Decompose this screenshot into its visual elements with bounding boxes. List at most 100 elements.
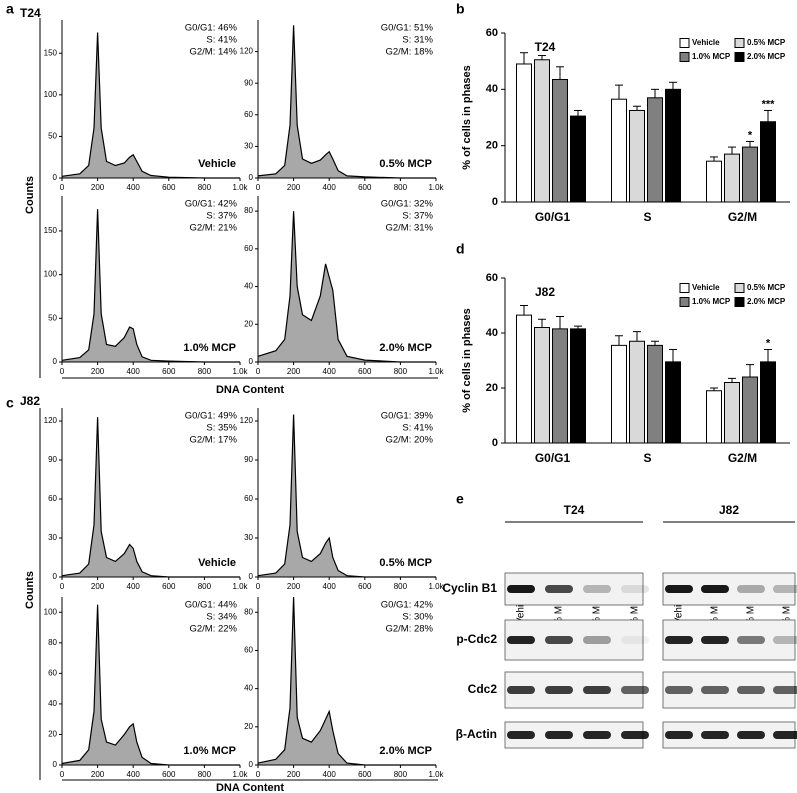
x-tick-label: 200 (91, 770, 105, 779)
condition-label: 0.5% MCP (379, 557, 432, 569)
x-tick-label: 1.0k (428, 183, 444, 192)
row-label: p-Cdc2 (456, 632, 497, 646)
y-tick-label: 60 (244, 244, 253, 253)
bar (552, 78, 568, 203)
x-tick-label: 800 (198, 770, 212, 779)
x-tick-label: 0 (256, 582, 261, 591)
legend-swatch (679, 38, 690, 48)
x-tick-label: 1.0k (232, 582, 248, 591)
x-tick-label: 1.0k (428, 582, 444, 591)
blot-band (583, 636, 611, 644)
x-tick-label: 200 (91, 582, 105, 591)
blot-band (583, 731, 611, 739)
x-tick-label: 800 (198, 582, 212, 591)
legend-swatch (734, 297, 745, 307)
x-tick-label: 600 (358, 367, 372, 376)
x-tick-label: G2/M (728, 451, 757, 465)
x-axis-label: DNA Content (216, 384, 284, 396)
y-axis-label: % of cells in phases (461, 308, 473, 413)
x-tick-label: 600 (162, 183, 176, 192)
x-tick-label: 200 (91, 367, 105, 376)
y-tick-label: 0 (53, 173, 58, 182)
x-tick-label: 600 (358, 582, 372, 591)
phase-annotation: S: 34% (206, 612, 237, 623)
y-tick-label: 30 (244, 533, 253, 542)
blot-band (507, 731, 535, 739)
blot-band (621, 686, 649, 694)
x-tick-label: 0 (60, 582, 65, 591)
phase-annotation: S: 37% (206, 211, 237, 222)
lane-label: 2.0% MCP (782, 592, 793, 640)
panel-label: a (6, 1, 14, 17)
histogram-curve (61, 604, 240, 766)
group-title: T24 (20, 6, 41, 20)
blot-band (701, 585, 729, 593)
bar (570, 115, 586, 203)
x-tick-label: 1.0k (232, 183, 248, 192)
phase-annotation: S: 35% (206, 423, 237, 434)
phase-annotation: G2/M: 18% (385, 47, 433, 58)
row-label: β-Actin (456, 727, 497, 741)
bar (760, 121, 776, 203)
y-tick-label: 60 (244, 494, 253, 503)
x-tick-label: S (643, 451, 651, 465)
legend-label: 0.5% MCP (747, 283, 786, 292)
x-tick-label: 0 (60, 183, 65, 192)
y-tick-label: 100 (44, 607, 58, 616)
lane-label: 0.5% MCP (554, 592, 565, 640)
legend-swatch (734, 52, 745, 62)
histogram-curve (61, 209, 240, 363)
blot-band (665, 636, 693, 644)
legend-label: 1.0% MCP (692, 297, 731, 306)
x-tick-label: 1.0k (428, 367, 444, 376)
y-tick-label: 80 (244, 206, 253, 215)
blot-band (737, 636, 765, 644)
y-tick-label: 60 (486, 27, 498, 39)
y-tick-label: 80 (48, 638, 57, 647)
y-tick-label: 20 (486, 140, 498, 152)
x-tick-label: G2/M (728, 210, 757, 224)
row-label: Cdc2 (468, 682, 498, 696)
phase-annotation: S: 30% (402, 612, 433, 623)
area-fill (258, 414, 436, 577)
y-tick-label: 100 (44, 90, 58, 99)
legend-swatch (679, 283, 690, 293)
lane-label: Vehicle (674, 592, 685, 625)
bar (534, 59, 550, 203)
blot-band (507, 686, 535, 694)
phase-annotation: G0/G1: 39% (381, 411, 434, 422)
y-axis-label: Counts (24, 176, 36, 214)
x-tick-label: 0 (256, 770, 261, 779)
blot-band (665, 731, 693, 739)
histogram-curve (257, 211, 436, 363)
bar (706, 160, 722, 203)
x-tick-label: 0 (256, 367, 261, 376)
y-tick-label: 0 (53, 760, 58, 769)
blot-band (507, 636, 535, 644)
blot-band (665, 686, 693, 694)
legend-swatch (734, 283, 745, 293)
blot-band (773, 731, 797, 739)
x-tick-label: 800 (394, 582, 408, 591)
bar (629, 109, 645, 203)
x-tick-label: 400 (323, 183, 337, 192)
y-tick-label: 20 (48, 730, 57, 739)
y-tick-label: 40 (486, 83, 498, 95)
area-fill (62, 32, 240, 178)
x-tick-label: 800 (394, 367, 408, 376)
bar (647, 97, 663, 203)
x-tick-label: 0 (60, 367, 65, 376)
y-tick-label: 0 (53, 357, 58, 366)
blot-band (773, 686, 797, 694)
bar (647, 344, 663, 444)
bar (611, 344, 627, 444)
histogram-curve (61, 32, 240, 179)
condition-label: Vehicle (198, 557, 236, 569)
y-tick-label: 0 (249, 173, 254, 182)
group-label: J82 (719, 503, 739, 517)
lane-label: 1.0% MCP (746, 592, 757, 640)
lane-label: 0.5% MCP (710, 592, 721, 640)
x-tick-label: 800 (198, 183, 212, 192)
lane-label: 1.0% MCP (592, 592, 603, 640)
